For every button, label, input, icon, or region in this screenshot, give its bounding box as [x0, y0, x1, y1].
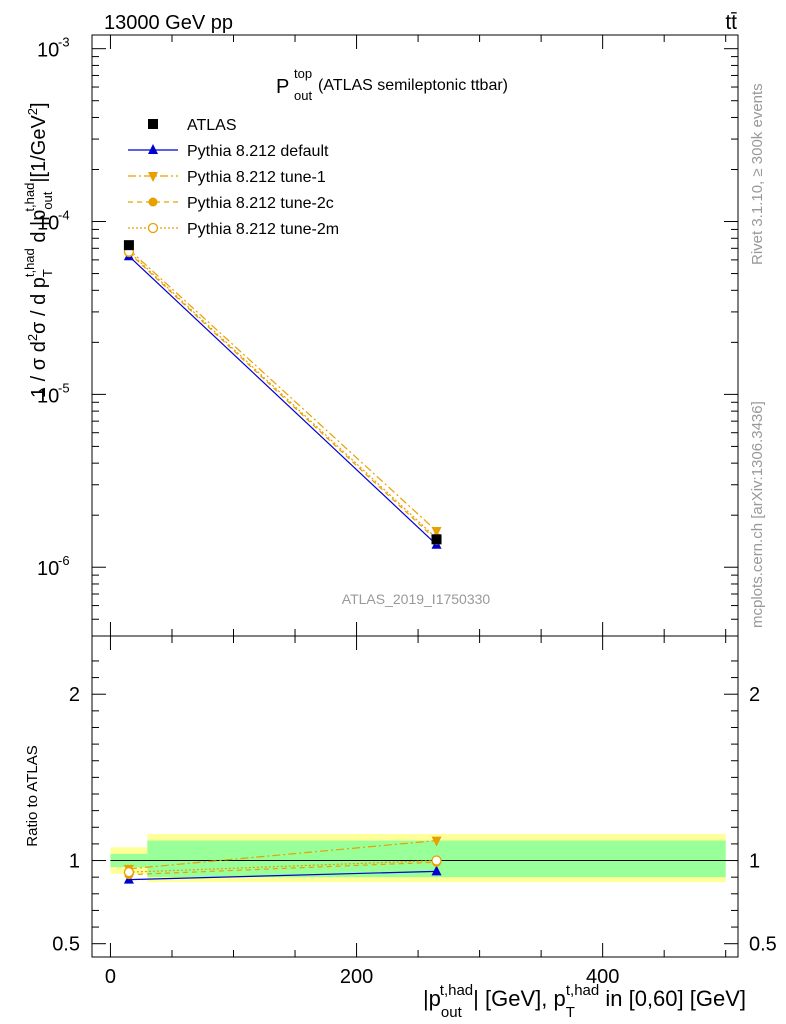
ratio-panel: 0.5 0.5 1 1 2 2 0 200 400 Ratio to ATLAS |poutt,… [24, 635, 777, 1021]
ratio-frame [91, 635, 739, 958]
main-series-lines [128, 248, 437, 546]
main-ytick-label: 10 [37, 385, 59, 407]
ratio-ytick-label: 1 [69, 851, 80, 873]
legend-label-tune1: Pythia 8.212 tune-1 [187, 169, 326, 186]
ratio-point-tune2m-0 [123, 867, 135, 878]
legend-label-tune2c: Pythia 8.212 tune-2c [187, 195, 334, 212]
main-y-axis-label: 1 / σ d2σ / d pTt,had d |poutt,had|[1/Ge… [22, 102, 55, 398]
main-ytick-exponent: -6 [58, 553, 70, 568]
legend-label-tune2m: Pythia 8.212 tune-2m [187, 221, 339, 238]
x-tick-label: 0 [105, 966, 116, 988]
svg-text:|poutt,had| [GeV], pTt,had in: |poutt,had| [GeV], pTt,had in [0,60] [Ge… [423, 982, 746, 1021]
ratio-axis-ticks: 0.5 0.5 1 1 2 2 0 200 400 [52, 636, 777, 988]
ratio-line-tune1 [128, 839, 437, 870]
main-series-markers [123, 240, 442, 549]
main-ytick-exponent: -3 [58, 35, 70, 50]
ratio-series-markers [123, 836, 442, 884]
title-sub: out [294, 88, 312, 103]
ratio-y-axis-label: Ratio to ATLAS [24, 745, 41, 846]
main-ytick-label: 10 [37, 558, 59, 580]
process-label: tt̄ [725, 11, 737, 34]
rivet-label: Rivet 3.1.10, ≥ 300k events [749, 83, 766, 265]
ratio-ytick-label-right: 0.5 [749, 934, 777, 956]
ratio-line-tune2c [128, 861, 437, 876]
analysis-id: ATLAS_2019_I1750330 [342, 591, 491, 607]
main-axis-ticks: 10-610-510-410-3 [37, 35, 738, 637]
ratio-ytick-label-right: 2 [749, 684, 760, 706]
main-ytick-label: 10 [37, 40, 59, 62]
main-line-tune2m [128, 251, 437, 539]
main-point-atlas-1 [431, 534, 442, 545]
mcplots-label: mcplots.cern.ch [arXiv:1306.3436] [749, 401, 766, 628]
main-point-tune1-1 [431, 527, 442, 538]
main-ytick-exponent: -5 [58, 380, 70, 395]
legend: ATLAS Pythia 8.212 default Pythia 8.212 tu… [128, 117, 339, 238]
legend-marker-tune1 [148, 172, 158, 182]
main-panel: 10-610-510-410-3 P top out (ATLAS semile… [22, 34, 739, 637]
main-ytick-exponent: -4 [58, 208, 70, 223]
title-rest: (ATLAS semileptonic ttbar) [318, 77, 508, 94]
main-ytick-label: 10 [37, 213, 59, 235]
main-line-default [128, 255, 437, 546]
main-line-tune2c [128, 252, 437, 541]
ratio-ytick-label: 0.5 [52, 934, 80, 956]
x-tick-label: 200 [340, 966, 373, 988]
svg-text:1 / σ d2σ / d pTt,had d |poutt: 1 / σ d2σ / d pTt,had d |poutt,had|[1/Ge… [22, 102, 55, 398]
ratio-point-tune1-1 [431, 836, 442, 847]
ratio-line-tune2m [128, 859, 437, 873]
legend-marker-default [148, 144, 158, 154]
plot-title: P top out (ATLAS semileptonic ttbar) [276, 66, 508, 103]
legend-marker-tune2m [147, 222, 159, 234]
title-sup: top [294, 66, 312, 81]
legend-label-default: Pythia 8.212 default [187, 143, 329, 160]
ratio-series-lines [128, 839, 437, 881]
ratio-uncertainty-bands [110, 833, 726, 883]
main-line-tune1 [128, 248, 437, 532]
x-axis-label: |poutt,had| [GeV], pTt,had in [0,60] [Ge… [423, 982, 746, 1021]
ratio-ytick-label: 2 [69, 684, 80, 706]
title-main: P [276, 76, 289, 98]
legend-marker-tune2c [148, 197, 158, 207]
ratio-line-default [128, 870, 437, 881]
energy-label: 13000 GeV pp [104, 12, 233, 34]
legend-label-atlas: ATLAS [187, 117, 237, 134]
ratio-ytick-label-right: 1 [749, 851, 760, 873]
x-tick-label: 400 [586, 966, 619, 988]
ratio-point-default-1 [431, 865, 442, 876]
legend-marker-atlas [148, 119, 158, 129]
ratio-point-tune2m-1 [431, 855, 442, 866]
main-point-atlas-0 [123, 240, 134, 251]
